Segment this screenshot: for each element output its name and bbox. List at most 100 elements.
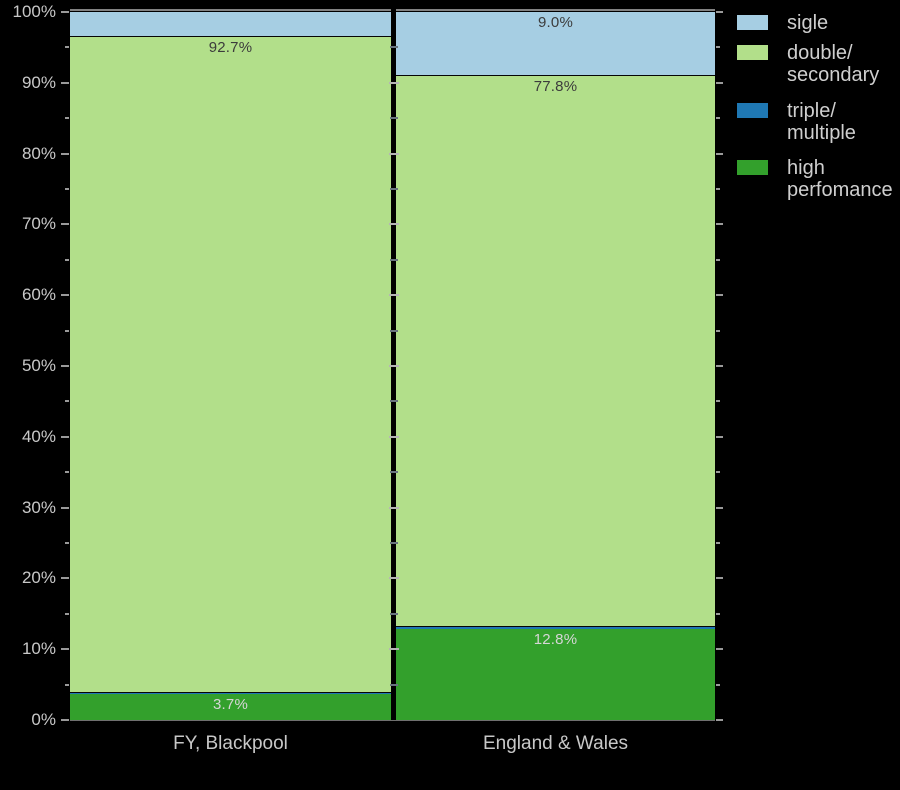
y-axis-tick-left bbox=[65, 542, 69, 544]
y-axis-tick-right bbox=[716, 506, 723, 509]
bar-segment-high-perfomance bbox=[396, 629, 715, 720]
bar-segment-label: 12.8% bbox=[533, 631, 578, 649]
bar-segment-label: 3.7% bbox=[213, 695, 248, 713]
y-axis-tick-right bbox=[716, 612, 720, 615]
bar-divider bbox=[391, 9, 396, 720]
y-axis-tick-right bbox=[716, 365, 723, 367]
legend-label-line: high bbox=[787, 157, 825, 179]
divider-tick bbox=[389, 471, 398, 474]
bar-england-wales: 9.0% 77.8% 12.8% bbox=[396, 12, 715, 720]
y-axis-tick-left bbox=[61, 719, 69, 721]
divider-tick bbox=[389, 612, 398, 615]
y-axis-tick-left bbox=[61, 577, 69, 580]
divider-tick bbox=[388, 223, 399, 226]
divider-tick bbox=[389, 542, 398, 544]
y-axis-tick-left bbox=[61, 506, 69, 509]
plot-bottom-spine bbox=[70, 720, 715, 721]
y-axis-tick-right bbox=[716, 294, 723, 297]
bar-segment-triple-multiple bbox=[396, 626, 715, 630]
y-axis-tick-left bbox=[61, 648, 69, 651]
y-axis-tick-right bbox=[716, 329, 720, 332]
y-axis-tick-left bbox=[61, 152, 69, 155]
segment-boundary-line bbox=[70, 35, 391, 37]
legend-label-line: secondary bbox=[787, 64, 880, 86]
segment-boundary-line bbox=[70, 692, 391, 694]
divider-tick bbox=[388, 365, 399, 367]
y-axis-tick-right bbox=[716, 11, 723, 13]
divider-tick bbox=[388, 648, 399, 651]
y-axis-tick-left bbox=[65, 188, 69, 190]
bar-segment-double-secondary bbox=[396, 75, 715, 627]
bar-segment-high-perfomance bbox=[70, 693, 391, 720]
y-axis-tick-label: 80% bbox=[21, 143, 56, 163]
y-axis-tick-left bbox=[61, 11, 69, 13]
bar-segment-double-secondary bbox=[70, 36, 391, 694]
y-axis-tick-right bbox=[716, 152, 723, 155]
divider-tick bbox=[388, 152, 399, 155]
y-axis-tick-right bbox=[716, 683, 720, 686]
bar-segment-sigle bbox=[396, 12, 715, 76]
y-axis-tick-right bbox=[716, 81, 723, 84]
y-axis-tick-right bbox=[716, 435, 723, 438]
y-axis-tick-label: 70% bbox=[21, 214, 56, 234]
x-axis-label: FY, Blackpool bbox=[173, 733, 288, 754]
bar-segment-triple-multiple bbox=[70, 693, 391, 694]
divider-tick bbox=[389, 46, 398, 49]
x-axis-label: England & Wales bbox=[482, 733, 629, 754]
y-axis-tick-left bbox=[65, 683, 69, 686]
y-axis-tick-right bbox=[716, 648, 723, 651]
legend-label-line: triple/ bbox=[787, 100, 836, 122]
y-axis-tick-left bbox=[61, 294, 69, 297]
y-axis-tick-right bbox=[716, 542, 720, 544]
legend-label-line: perfomance bbox=[787, 179, 893, 201]
y-axis-tick-right bbox=[716, 258, 720, 261]
y-axis-tick-right bbox=[716, 471, 720, 474]
y-axis-tick-label: 60% bbox=[21, 285, 56, 305]
bar-fy-blackpool: 92.7% 3.7% bbox=[70, 12, 391, 720]
y-axis-tick-label: 20% bbox=[21, 568, 56, 588]
y-axis-tick-left bbox=[65, 46, 69, 49]
y-axis-tick-left bbox=[61, 365, 69, 367]
y-axis-tick-left bbox=[61, 435, 69, 438]
legend-label-line: double/ bbox=[787, 42, 853, 64]
divider-tick bbox=[389, 329, 398, 332]
divider-tick bbox=[389, 683, 398, 686]
legend-label-line: sigle bbox=[787, 12, 829, 34]
y-axis-tick-left bbox=[61, 81, 69, 84]
divider-tick bbox=[389, 400, 398, 403]
y-axis-tick-right bbox=[716, 577, 723, 580]
divider-tick bbox=[388, 81, 399, 84]
y-axis-tick-right bbox=[716, 719, 723, 721]
y-axis-tick-label: 100% bbox=[12, 2, 56, 21]
y-axis-tick-right bbox=[716, 223, 723, 226]
y-axis-tick-left bbox=[65, 329, 69, 332]
legend-swatch bbox=[737, 160, 768, 175]
bar-segment-label: 9.0% bbox=[538, 14, 573, 31]
y-axis-tick-label: 10% bbox=[21, 639, 56, 659]
y-axis-tick-label: 0% bbox=[31, 710, 56, 729]
y-axis-tick-right bbox=[716, 400, 720, 403]
segment-boundary-line bbox=[396, 74, 715, 76]
legend-swatch bbox=[737, 45, 768, 60]
y-axis-tick-right bbox=[716, 46, 720, 49]
divider-tick bbox=[388, 577, 399, 580]
y-axis-tick-left bbox=[65, 400, 69, 403]
divider-tick bbox=[388, 294, 399, 297]
bar-segment-sigle bbox=[70, 12, 391, 37]
y-axis-tick-label: 90% bbox=[21, 72, 56, 92]
y-axis-tick-left bbox=[65, 471, 69, 474]
bar-segment-label: 77.8% bbox=[533, 77, 578, 95]
segment-boundary-line bbox=[396, 625, 715, 627]
y-axis-tick-label: 40% bbox=[21, 426, 56, 446]
legend-swatch bbox=[737, 103, 768, 118]
y-axis-tick-left bbox=[65, 612, 69, 615]
y-axis-tick-label: 50% bbox=[21, 356, 56, 375]
divider-tick bbox=[389, 188, 398, 190]
legend-swatch bbox=[737, 15, 768, 30]
y-axis-tick-left bbox=[61, 223, 69, 226]
y-axis-tick-label: 30% bbox=[21, 497, 56, 517]
y-axis-tick-right bbox=[716, 117, 720, 120]
legend-label-line: multiple bbox=[787, 122, 856, 144]
divider-tick bbox=[389, 117, 398, 120]
